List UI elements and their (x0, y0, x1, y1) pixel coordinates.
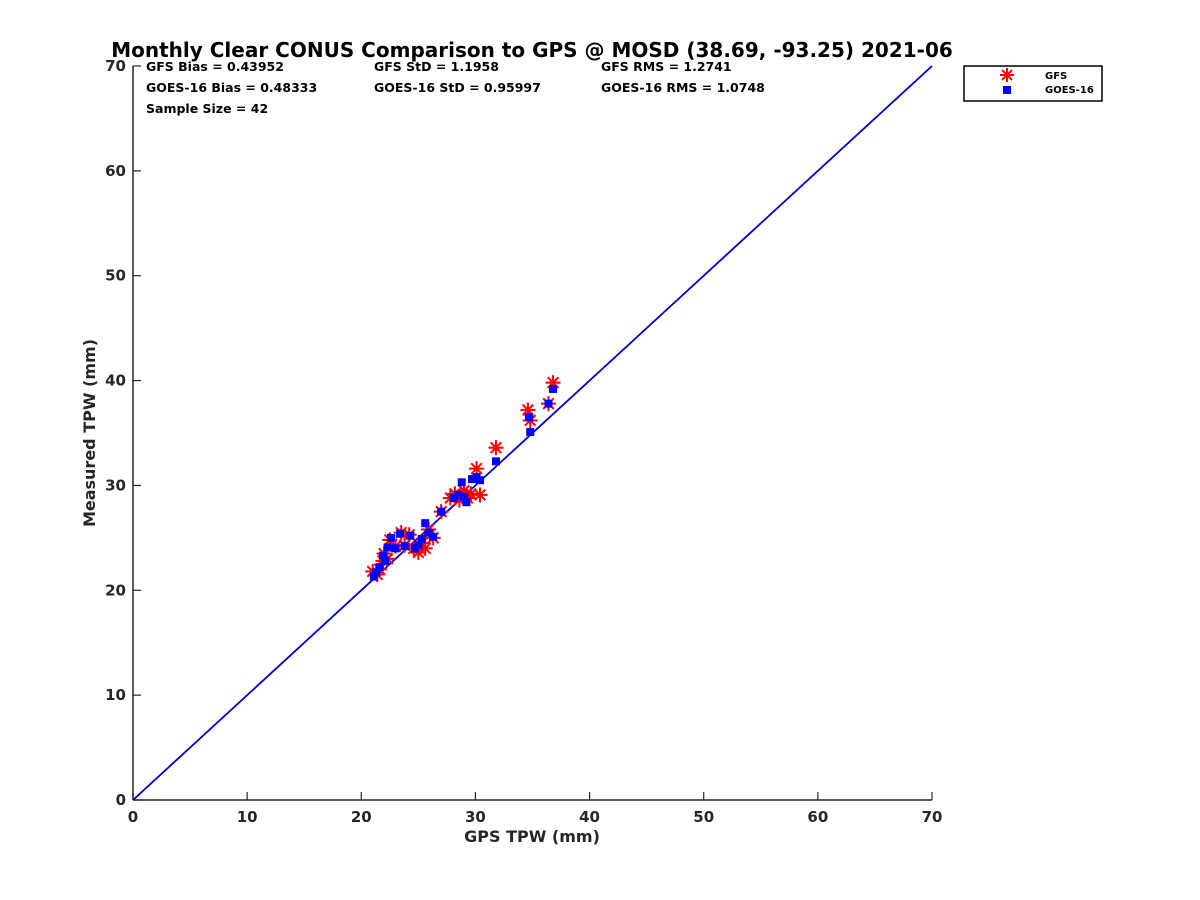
stat-sample-size: Sample Size = 42 (146, 101, 268, 116)
point-goes-16 (369, 572, 378, 581)
point-goes-16 (468, 475, 477, 484)
y-tick-label: 10 (105, 686, 126, 704)
point-goes-16 (475, 476, 484, 485)
stat-gfs-bias: GFS Bias = 0.43952 (146, 59, 284, 74)
stat-goes-bias: GOES-16 Bias = 0.48333 (146, 80, 317, 95)
stat-gfs-std: GFS StD = 1.1958 (374, 59, 499, 74)
point-goes-16 (424, 528, 433, 537)
x-axis-label: GPS TPW (mm) (464, 827, 600, 846)
point-goes-16 (454, 490, 463, 499)
point-goes-16 (421, 519, 430, 528)
legend-goes-square (1003, 86, 1011, 94)
legend-box (963, 65, 1103, 102)
point-goes-16 (396, 529, 405, 538)
x-tick-label: 50 (693, 808, 714, 826)
x-tick-label: 10 (237, 808, 258, 826)
stat-gfs-rms: GFS RMS = 1.2741 (601, 59, 732, 74)
point-goes-16 (429, 532, 438, 541)
point-goes-16 (457, 478, 466, 487)
y-tick-label: 40 (105, 372, 126, 390)
point-goes-16 (417, 534, 426, 543)
point-goes-16 (462, 498, 471, 507)
point-goes-16 (525, 413, 534, 422)
legend-gfs-marker (1000, 68, 1014, 82)
point-goes-16 (381, 556, 390, 565)
point-goes-16 (449, 494, 458, 503)
x-tick-label: 30 (465, 808, 486, 826)
y-tick-label: 50 (105, 267, 126, 285)
x-tick-label: 40 (579, 808, 600, 826)
axes: 0 10 20 30 40 50 60 70 0 10 20 30 40 50 60 70 (105, 57, 942, 826)
point-goes-16 (378, 551, 387, 560)
x-tick-label: 20 (351, 808, 372, 826)
y-tick-label: 0 (116, 791, 126, 809)
y-axis-label: Measured TPW (mm) (80, 339, 99, 527)
stat-goes-std: GOES-16 StD = 0.95997 (374, 80, 541, 95)
x-tick-label: 70 (922, 808, 943, 826)
statistics-block: GFS Bias = 0.43952 GFS StD = 1.1958 GFS … (146, 59, 765, 116)
point-goes-16 (549, 384, 558, 393)
y-tick-label: 20 (105, 581, 126, 599)
point-goes-16 (460, 492, 469, 501)
y-tick-label: 30 (105, 476, 126, 494)
point-gfs (472, 487, 488, 503)
point-goes-16 (526, 427, 535, 436)
point-goes-16 (406, 531, 415, 540)
point-goes-16 (491, 457, 500, 466)
point-gfs (488, 440, 504, 456)
point-goes-16 (372, 568, 381, 577)
legend-goes-marker (1003, 86, 1011, 94)
point-goes-16 (544, 399, 553, 408)
point-goes-16 (386, 533, 395, 542)
stat-goes-rms: GOES-16 RMS = 1.0748 (601, 80, 765, 95)
legend-gfs-label: GFS (1045, 71, 1067, 82)
x-tick-label: 60 (807, 808, 828, 826)
point-goes-16 (414, 541, 423, 550)
y-tick-label: 70 (105, 57, 126, 75)
point-goes-16 (383, 543, 392, 552)
x-tick-label: 0 (128, 808, 138, 826)
point-goes-16 (400, 542, 409, 551)
data-points (365, 375, 561, 583)
legend: GFS GOES-16 (963, 65, 1103, 102)
chart-title: Monthly Clear CONUS Comparison to GPS @ … (111, 38, 953, 62)
point-goes-16 (437, 507, 446, 516)
legend-goes-label: GOES-16 (1045, 85, 1094, 96)
legend-gfs-asterisk (1000, 68, 1014, 82)
y-tick-label: 60 (105, 162, 126, 180)
point-goes-16 (375, 563, 384, 572)
point-goes-16 (391, 544, 400, 553)
